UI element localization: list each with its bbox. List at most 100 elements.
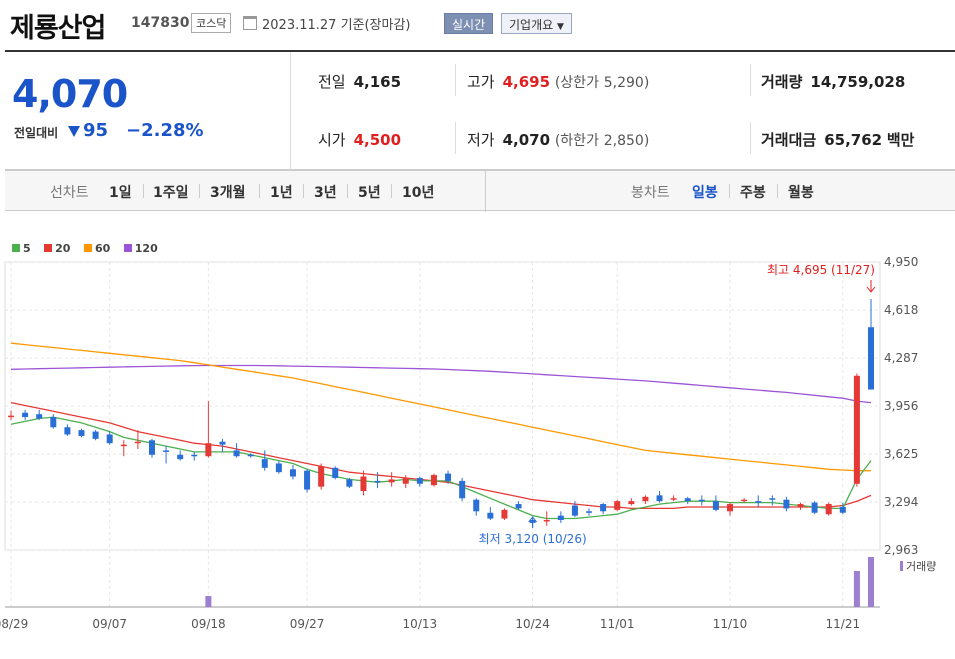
candle bbox=[177, 454, 184, 460]
candle bbox=[656, 495, 663, 502]
x-tick-label: 09/07 bbox=[92, 617, 127, 631]
current-price: 4,070 bbox=[12, 72, 128, 116]
tab-5y[interactable]: 5년 bbox=[358, 185, 381, 201]
line-chart-label: 선차트 bbox=[50, 185, 89, 201]
candle bbox=[614, 501, 621, 510]
candle bbox=[8, 415, 14, 418]
candle bbox=[360, 476, 367, 492]
candle bbox=[600, 504, 607, 512]
candle-chart-label: 봉차트 bbox=[631, 185, 670, 201]
x-tick-label: 11/21 bbox=[826, 617, 861, 631]
candle bbox=[543, 519, 550, 522]
tab-1d[interactable]: 1일 bbox=[109, 185, 132, 201]
realtime-button[interactable]: 실시간 bbox=[444, 13, 494, 34]
trade-amount: 거래대금 65,762 백만 bbox=[761, 131, 915, 149]
candle bbox=[219, 441, 226, 445]
candle bbox=[374, 480, 381, 483]
base-date: 2023.11.27 기준(장마감) bbox=[262, 18, 411, 33]
candle bbox=[755, 501, 762, 503]
candle bbox=[289, 469, 296, 477]
tab-weekly[interactable]: 주봉 bbox=[740, 185, 766, 201]
candle bbox=[332, 467, 339, 478]
candle bbox=[191, 454, 198, 457]
open-price: 시가 4,500 bbox=[318, 131, 402, 149]
candle bbox=[769, 498, 776, 500]
tab-daily[interactable]: 일봉 bbox=[692, 185, 718, 201]
change-label: 전일대비 bbox=[14, 126, 59, 140]
down-triangle-icon bbox=[68, 126, 80, 137]
candle bbox=[684, 498, 691, 502]
volume-bar bbox=[205, 596, 212, 607]
volume-bar bbox=[853, 571, 860, 607]
candle bbox=[839, 506, 846, 513]
candle bbox=[670, 498, 677, 500]
x-tick-label: 11/10 bbox=[713, 617, 748, 631]
candle bbox=[727, 504, 734, 512]
top-divider bbox=[5, 50, 955, 52]
summary-divider bbox=[750, 122, 751, 154]
candle bbox=[783, 499, 790, 509]
candle bbox=[868, 327, 874, 390]
day-high: 고가 4,695 (상한가 5,290) bbox=[467, 73, 650, 91]
change-value: 95 bbox=[83, 120, 109, 141]
candle bbox=[712, 501, 719, 510]
summary-divider bbox=[455, 122, 456, 154]
summary-divider bbox=[290, 52, 291, 170]
candle bbox=[628, 501, 635, 505]
tab-3m[interactable]: 3개월 bbox=[210, 185, 246, 201]
candle bbox=[261, 459, 268, 468]
candle bbox=[205, 443, 212, 457]
candle bbox=[853, 375, 860, 484]
candle bbox=[642, 496, 649, 502]
y-tick-label: 2,963 bbox=[884, 543, 918, 557]
corp-overview-button[interactable]: 기업개요 ▼ bbox=[501, 13, 572, 34]
market-badge: 코스닥 bbox=[191, 13, 232, 33]
price-summary bbox=[5, 52, 955, 170]
candle bbox=[64, 427, 71, 435]
candle bbox=[134, 441, 141, 444]
legend-ma20: 20 bbox=[44, 242, 70, 255]
candle bbox=[304, 470, 311, 490]
low-arrow-head bbox=[528, 516, 538, 523]
volume-label: 거래량 bbox=[906, 560, 936, 573]
candle bbox=[36, 414, 43, 419]
volume: 거래량 14,759,028 bbox=[761, 73, 906, 91]
x-tick-label: 10/24 bbox=[515, 617, 550, 631]
volume-bar bbox=[868, 557, 874, 607]
y-tick-label: 3,625 bbox=[884, 447, 918, 461]
tab-3y[interactable]: 3년 bbox=[314, 185, 337, 201]
candle bbox=[402, 477, 409, 484]
chart-tabs: 선차트 1일 1주일 3개월 1년 3년 5년 10년 봉차트 일봉 주봉 월봉 bbox=[5, 170, 955, 212]
candle bbox=[92, 431, 99, 439]
candle bbox=[797, 504, 804, 507]
candle bbox=[318, 466, 325, 487]
ma60-line bbox=[10, 342, 871, 472]
tab-1w[interactable]: 1주일 bbox=[153, 185, 189, 201]
y-tick-label: 3,956 bbox=[884, 399, 918, 413]
tab-1y[interactable]: 1년 bbox=[270, 185, 293, 201]
legend-ma60: 60 bbox=[83, 242, 110, 255]
ma120-line bbox=[10, 364, 872, 404]
candle bbox=[430, 475, 437, 486]
summary-divider bbox=[750, 64, 751, 96]
company-name: 제룡산업 bbox=[10, 13, 106, 44]
high-arrow-head bbox=[866, 286, 876, 293]
candle bbox=[515, 504, 522, 509]
chart-legend: 5 20 60 120 bbox=[12, 242, 168, 255]
candle bbox=[233, 450, 240, 457]
prev-close: 전일 4,165 bbox=[318, 73, 402, 91]
tab-monthly[interactable]: 월봉 bbox=[788, 185, 814, 201]
high-annotation: 최고 4,695 (11/27) bbox=[767, 263, 875, 277]
candle bbox=[275, 463, 282, 473]
x-tick-label: 08/29 bbox=[0, 617, 28, 631]
candle bbox=[163, 450, 170, 452]
candle bbox=[586, 511, 593, 513]
tab-10y[interactable]: 10년 bbox=[402, 185, 435, 201]
y-tick-label: 3,294 bbox=[884, 495, 918, 509]
candle bbox=[557, 515, 564, 520]
candle bbox=[346, 479, 353, 487]
low-annotation: 최저 3,120 (10/26) bbox=[479, 532, 587, 546]
candle bbox=[487, 512, 494, 519]
x-tick-label: 09/18 bbox=[191, 617, 226, 631]
